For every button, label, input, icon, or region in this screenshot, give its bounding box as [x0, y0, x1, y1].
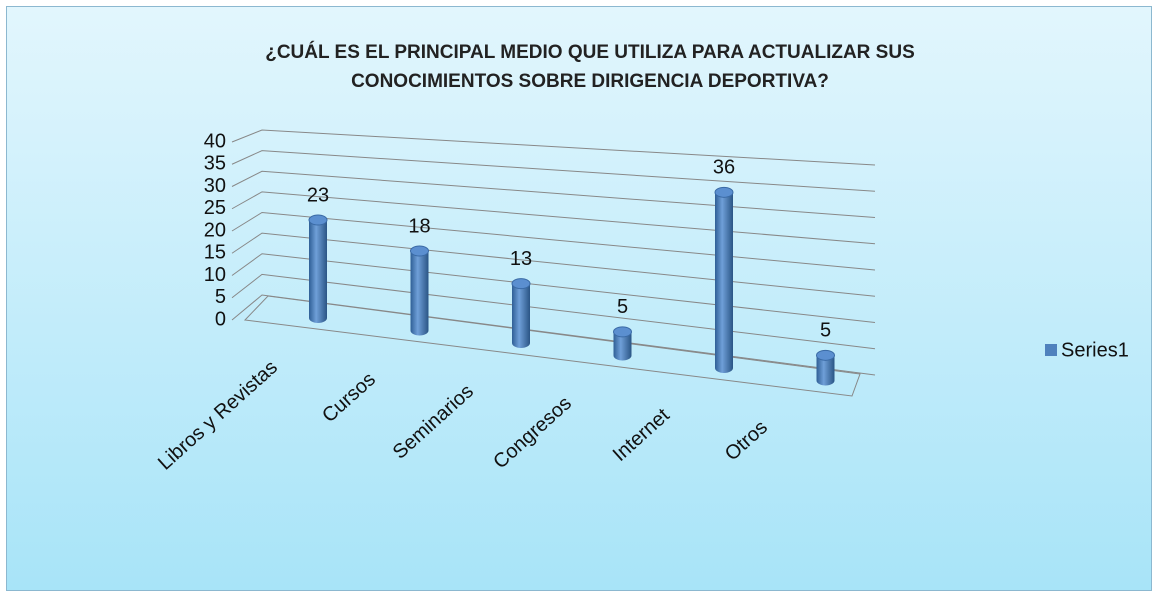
grid-line [231, 211, 876, 271]
bar [410, 245, 429, 336]
data-label: 5 [820, 320, 831, 342]
bar-body [613, 331, 632, 361]
bar [308, 214, 328, 323]
data-label: 13 [510, 248, 532, 270]
bar-body [512, 283, 530, 348]
grid-line [231, 129, 876, 166]
x-tick-label: Internet [609, 404, 674, 466]
x-tick-label: Seminarios [389, 380, 478, 463]
grid-line [231, 253, 876, 323]
grid-line [231, 232, 876, 297]
y-tick-label: 20 [204, 219, 226, 241]
bar-top [816, 349, 835, 361]
legend-label: Series1 [1061, 339, 1129, 361]
data-label: 36 [713, 157, 735, 179]
x-tick-label: Congresos [489, 392, 576, 473]
bar [714, 186, 734, 373]
chart-area [6, 6, 1152, 591]
bar-body [410, 251, 429, 336]
x-tick-label: Cursos [318, 368, 380, 427]
x-tick-label: Libros y Revistas [154, 356, 282, 474]
bar-top [511, 278, 531, 290]
data-label: 18 [408, 215, 430, 237]
x-tick-label: Otros [721, 416, 772, 465]
grid-line [231, 294, 876, 376]
bar-body [309, 220, 327, 323]
y-tick-label: 5 [215, 286, 226, 308]
data-label: 5 [617, 296, 628, 318]
chart-title: ¿CUÁL ES EL PRINCIPAL MEDIO QUE UTILIZA … [265, 42, 915, 92]
y-tick-label: 35 [204, 153, 226, 175]
bar [613, 326, 632, 361]
y-tick-label: 25 [204, 197, 226, 219]
y-tick-label: 10 [204, 264, 226, 286]
bar-top [308, 214, 328, 226]
grid-line [231, 273, 876, 350]
bar-body [816, 355, 835, 386]
y-tick-label: 15 [204, 242, 226, 264]
grid-line [231, 150, 876, 192]
data-label: 23 [307, 184, 329, 206]
y-tick-label: 0 [215, 308, 226, 330]
y-tick-label: 40 [204, 130, 226, 152]
floor [243, 295, 861, 397]
y-tick-label: 30 [204, 175, 226, 197]
bar [511, 278, 531, 348]
bar-body [715, 192, 733, 373]
grid-line [231, 170, 876, 218]
bar-top [410, 245, 429, 257]
bar-top [613, 326, 632, 338]
bar [816, 349, 835, 386]
bar-top [714, 186, 734, 198]
legend-swatch [1045, 344, 1057, 356]
grid-line [231, 191, 876, 245]
